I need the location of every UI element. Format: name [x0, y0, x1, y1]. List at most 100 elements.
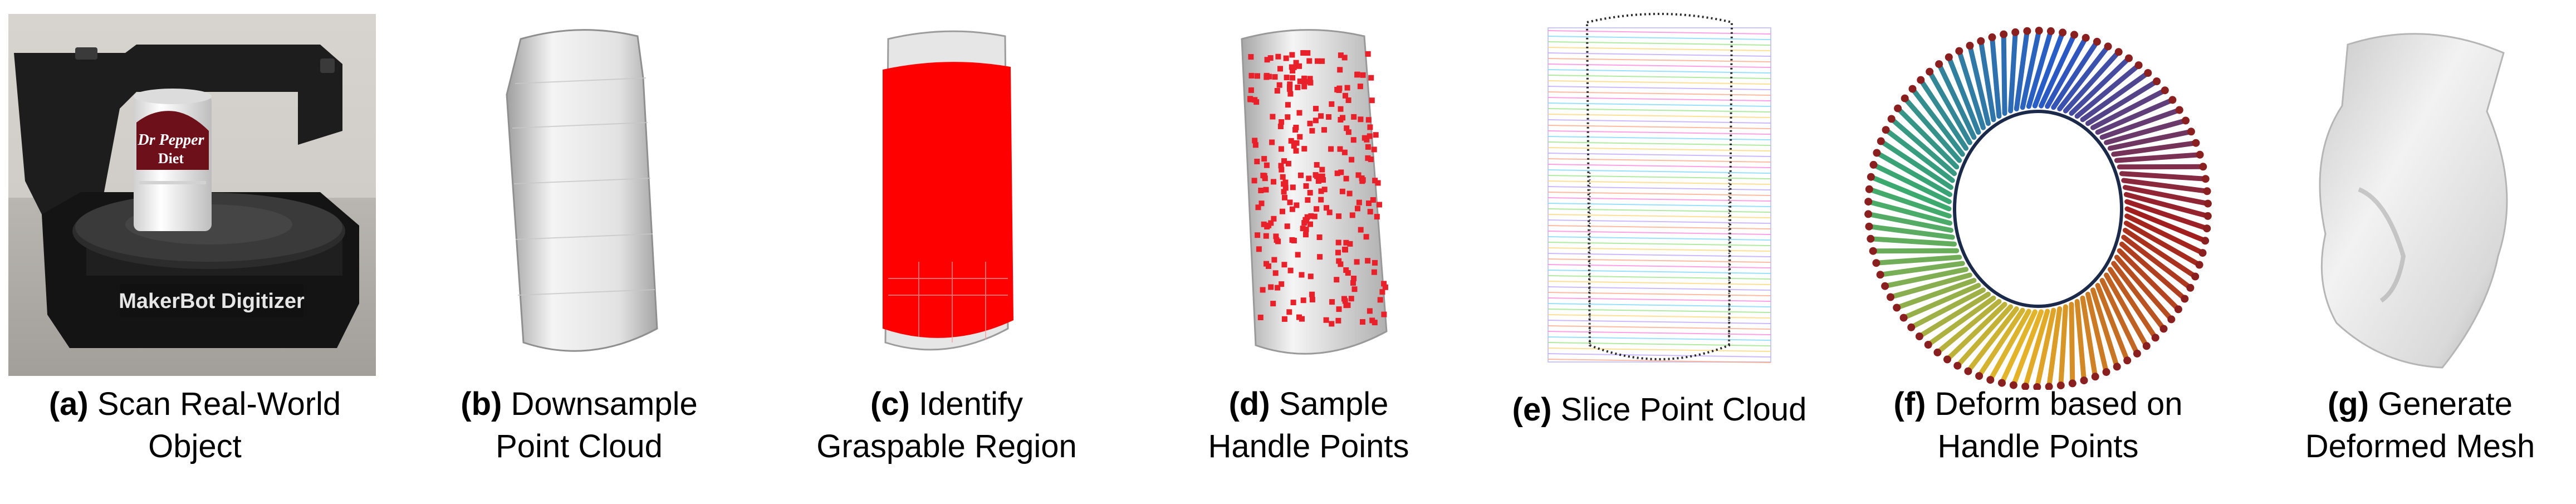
handle-point	[1348, 296, 1354, 302]
handle-point	[1364, 136, 1370, 143]
deformation-spoke	[2080, 295, 2098, 379]
slice-line	[1547, 275, 1771, 280]
handle-point	[1290, 300, 1296, 306]
slice-line	[1547, 136, 1771, 140]
handle-point	[1349, 156, 1355, 163]
handle-point	[1321, 127, 1327, 133]
slice-line	[1547, 125, 1771, 129]
handle-point-outer	[2187, 128, 2195, 136]
handle-point	[1329, 101, 1335, 107]
handle-point-outer	[2035, 27, 2043, 35]
caption-label: (e)	[1512, 392, 1552, 428]
handle-point	[1335, 317, 1341, 324]
handle-point	[1311, 213, 1318, 219]
slice-line	[1547, 58, 1771, 62]
handle-point	[1298, 172, 1304, 178]
handle-point	[1346, 190, 1353, 197]
slice-line	[1547, 314, 1771, 319]
handle-point-outer	[2175, 106, 2183, 114]
handle-point	[1287, 267, 1294, 273]
deformation-spoke	[1927, 69, 1972, 145]
handle-point	[1300, 297, 1306, 304]
deformation-spoke	[2090, 287, 2120, 369]
handle-point	[1350, 137, 1356, 143]
caption-line1: Generate	[2378, 386, 2513, 422]
handle-point	[1371, 269, 1377, 275]
handle-point-outer	[1975, 372, 1984, 380]
slice-line	[1547, 309, 1771, 313]
sliced-point-cloud	[1547, 13, 1771, 363]
caption-e: (e) Slice Point Cloud	[1504, 383, 1815, 431]
handle-point	[1326, 114, 1332, 120]
slice-line	[1547, 286, 1771, 291]
handle-point-outer	[1907, 323, 1916, 331]
handle-point-outer	[2142, 342, 2151, 350]
caption-label: (b)	[461, 386, 502, 422]
slice-line	[1547, 231, 1771, 235]
deformed-mesh	[2319, 33, 2508, 369]
handle-point-outer	[2144, 69, 2152, 77]
deformation-spoke	[1865, 199, 1953, 226]
handle-point	[1323, 317, 1329, 323]
handle-point	[1297, 79, 1303, 84]
handle-point	[1290, 75, 1296, 81]
handle-point	[1308, 213, 1314, 219]
handle-point-outer	[2203, 224, 2211, 233]
handle-point	[1303, 232, 1309, 238]
handle-point	[1339, 188, 1345, 194]
handle-point-outer	[2070, 31, 2078, 39]
handle-point	[1320, 177, 1326, 183]
handle-point-outer	[1935, 60, 1943, 68]
slice-line	[1547, 97, 1771, 101]
deformation-spoke	[1901, 283, 1981, 321]
handle-point	[1294, 140, 1300, 146]
handle-point	[1289, 52, 1295, 58]
handle-point-outer	[1908, 85, 1917, 93]
slice-line	[1547, 75, 1771, 79]
handle-point	[1344, 125, 1350, 131]
handle-point-outer	[2186, 283, 2195, 292]
handle-point	[1328, 146, 1334, 152]
handle-point-outer	[2181, 295, 2189, 303]
deformation-spoke	[1990, 35, 2002, 119]
handle-point-outer	[1977, 37, 1985, 45]
deformation-spoke	[1888, 272, 1972, 300]
slice-line	[1547, 41, 1771, 46]
handle-point-outer	[2114, 48, 2123, 56]
handle-point	[1363, 234, 1369, 240]
handle-point	[1317, 254, 1323, 260]
deformation-spoke	[1889, 116, 1957, 177]
deformation-spoke	[2123, 192, 2211, 219]
handle-point	[1368, 156, 1374, 163]
handle-point	[1338, 169, 1344, 175]
handle-point	[1296, 63, 1302, 69]
deformation-spoke	[2095, 283, 2130, 363]
handle-point	[1335, 239, 1341, 246]
slice-line	[1547, 342, 1771, 346]
caption-line2: Handle Points	[1937, 428, 2139, 464]
handle-point	[1285, 102, 1291, 108]
slice-line	[1547, 292, 1771, 296]
handle-point-outer	[1865, 185, 1873, 193]
handle-point	[1282, 179, 1289, 185]
handle-point-outer	[2046, 27, 2055, 35]
deformation-spoke	[2111, 261, 2166, 331]
handle-point	[1287, 86, 1293, 92]
deformation-spoke	[1999, 309, 2038, 386]
deformation-spoke	[1874, 150, 1953, 197]
handle-point	[1287, 81, 1293, 87]
handle-point	[1277, 124, 1284, 129]
handle-point	[1279, 167, 1285, 173]
deformation-spoke	[1956, 48, 1986, 130]
handle-point	[1305, 197, 1311, 203]
panel-b: (b) Downsample Point Cloud	[423, 0, 735, 504]
handle-point	[1343, 92, 1348, 99]
deformation-spoke	[2099, 278, 2140, 356]
scanner-photo: MakerBot Digitizer Dr Pepper Diet	[8, 14, 376, 376]
handle-point	[1365, 144, 1371, 150]
handle-point-outer	[2161, 86, 2169, 95]
deformation-spoke	[2058, 304, 2068, 388]
handle-point	[1371, 146, 1377, 153]
deformation-spoke	[2114, 255, 2174, 322]
handle-point	[1251, 178, 1257, 184]
